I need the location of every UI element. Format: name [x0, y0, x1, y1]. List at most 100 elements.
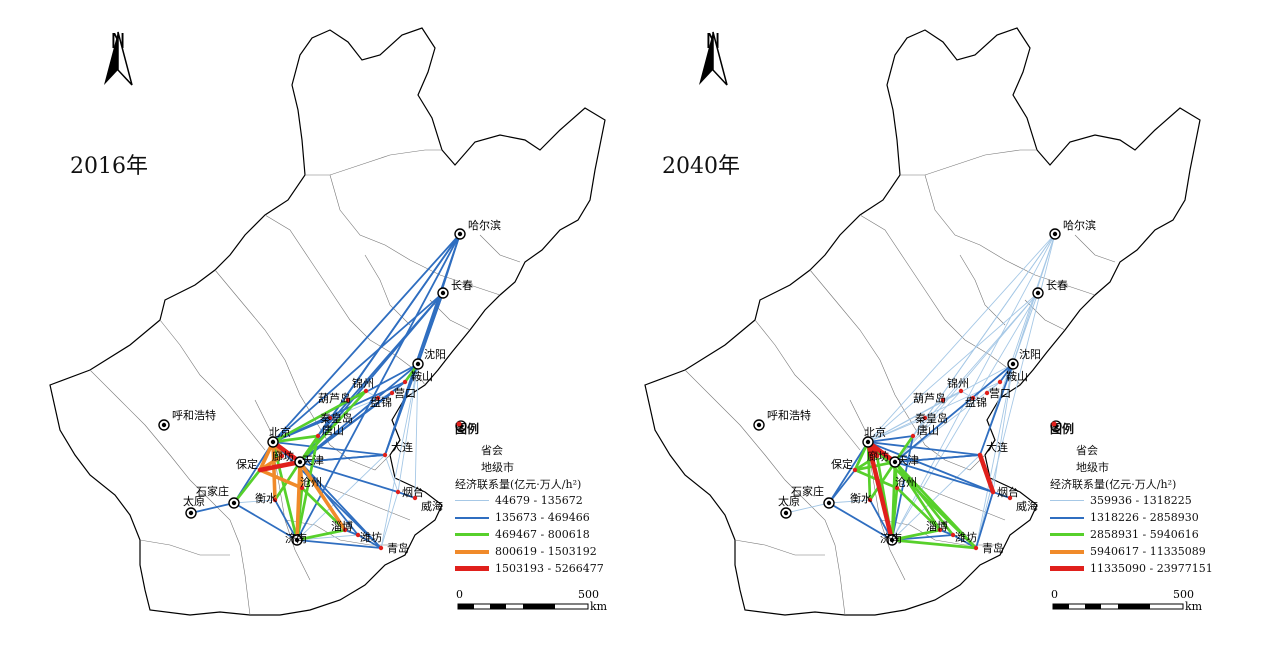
province-capital-dot [892, 459, 898, 465]
legend-flow-range: 44679 - 135672 [495, 494, 583, 507]
province-capital-dot [756, 422, 762, 428]
province-capital-dot [270, 439, 276, 445]
flow-link [258, 468, 304, 490]
flow-link [296, 539, 382, 549]
city-label-panjin: 盘锦 [370, 395, 392, 409]
legend-flow-classes: 359936 - 1318225 1318226 - 2858930 2858931… [1050, 492, 1213, 577]
flow-link [890, 528, 942, 542]
flow-link [785, 502, 830, 514]
city-label-huhehaote: 呼和浩特 [172, 408, 216, 422]
scale-bar-icon [457, 603, 589, 610]
flow-link [299, 461, 399, 493]
flow-link [271, 434, 320, 444]
boundary-line [309, 479, 411, 521]
boundary-line [89, 369, 211, 501]
flow-link [828, 441, 869, 504]
boundary-line [684, 369, 806, 501]
city-label-qingdao: 青岛 [982, 541, 1004, 555]
legend-flow-class: 2858931 - 5940616 [1050, 526, 1213, 543]
legend-province-label: 省会 [1076, 443, 1098, 457]
flow-link [894, 381, 1001, 463]
city-marker [958, 388, 964, 394]
city-marker [977, 452, 983, 458]
flow-link [298, 389, 368, 464]
province-capital-dot [415, 361, 421, 367]
legend-flow-range: 1503193 - 5266477 [495, 562, 604, 575]
map-panel-2016: 哈尔滨 长春 沈阳 鞍山 锦州 营口 葫芦岛 盘锦 秦皇岛 大连 呼和浩特 北京 廊坊 天津 唐山 保定 沧州石… [30, 0, 630, 648]
legend-flow-line-icon [455, 533, 489, 536]
province-capital-dot [457, 231, 463, 237]
city-label-weihai: 威海 [1016, 499, 1038, 513]
city-label-dalian: 大连 [391, 440, 413, 454]
city-label-shenyang: 沈阳 [1019, 347, 1041, 361]
province-capital-dot [889, 537, 895, 543]
legend-flow-line-icon [455, 516, 489, 519]
flow-link [384, 363, 419, 456]
boundary-line [264, 214, 426, 386]
boundary-line [754, 319, 861, 451]
flow-link [891, 435, 914, 541]
legend-city-label: 地级市 [1076, 460, 1109, 474]
flow-link [274, 499, 298, 541]
legend-flow-range: 5940617 - 11335089 [1090, 545, 1206, 558]
city-marker [852, 467, 858, 473]
city-marker [395, 489, 401, 495]
city-marker [378, 545, 384, 551]
province-capital-dot [783, 510, 789, 516]
flow-link [380, 491, 399, 549]
city-label-langfang: 廊坊 [867, 449, 889, 463]
city-label-tianjin: 天津 [302, 454, 324, 467]
flow-link [414, 363, 419, 499]
legend-flow-class: 11335090 - 23977151 [1050, 560, 1213, 577]
legend-flow-title: 经济联系量(亿元·万人/h²) [1050, 477, 1177, 491]
boundary-line [959, 254, 1006, 326]
legend-flow-class: 469467 - 800618 [455, 526, 604, 543]
legend-flow-class: 135673 - 469466 [455, 509, 604, 526]
province-capital-dot [865, 439, 871, 445]
province-capital-dot [826, 500, 832, 506]
legend-flow-range: 1318226 - 2858930 [1090, 511, 1199, 524]
north-arrow-icon [104, 31, 133, 86]
scale-zero: 0 [456, 588, 463, 601]
boundary-line [900, 149, 1037, 176]
flow-link [344, 529, 359, 536]
city-label-taiyuan: 太原 [778, 495, 800, 508]
city-label-cangzhou: 沧州 [895, 475, 917, 489]
city-marker [342, 527, 348, 533]
flow-link [365, 390, 379, 399]
flow-link [894, 363, 1014, 463]
city-marker [315, 433, 321, 439]
flow-link [891, 454, 981, 541]
boundary-line [139, 539, 230, 556]
city-label-tianjin: 天津 [897, 454, 919, 467]
region-outline [644, 27, 1201, 616]
legend: 图例 省会 地级市 经济联系量(亿元·万人/h²) 44679 - 135672… [455, 420, 604, 577]
city-label-haerbin: 哈尔滨 [1063, 218, 1096, 232]
flow-link [895, 486, 942, 532]
flow-link [272, 292, 444, 443]
region-outline [49, 27, 606, 616]
legend-row-city: 地级市 [1050, 421, 1213, 475]
city-label-shijiazhuang: 石家庄 [791, 484, 824, 498]
flow-link [960, 390, 974, 399]
city-marker [257, 467, 263, 473]
city-marker [867, 497, 873, 503]
scale-unit: km [1185, 600, 1203, 613]
city-label-jinzhou: 锦州 [947, 376, 969, 390]
flow-link [271, 389, 368, 444]
legend-flow-range: 469467 - 800618 [495, 528, 590, 541]
flow-link [867, 292, 1039, 443]
city-marker [894, 485, 900, 491]
legend-row-province: 省会 [455, 420, 604, 458]
flow-link [317, 233, 461, 437]
legend-flow-line-icon [455, 566, 489, 571]
flow-link [257, 459, 303, 473]
flow-link [357, 534, 382, 549]
flow-link [272, 381, 406, 443]
city-label-jinan: 济南 [880, 531, 902, 545]
scale-bar-icon [1052, 603, 1184, 610]
legend-flow-line-icon [455, 549, 489, 554]
legend-flow-line-icon [1050, 533, 1084, 536]
flow-link [296, 454, 386, 541]
